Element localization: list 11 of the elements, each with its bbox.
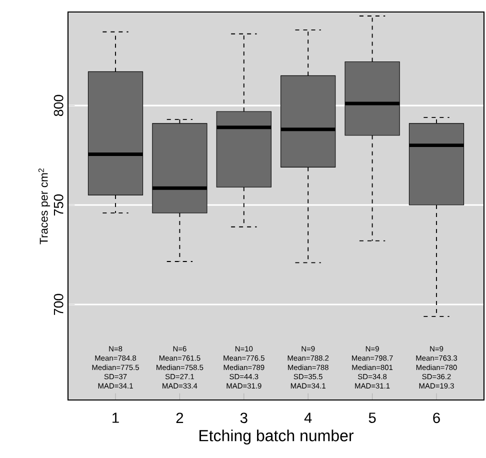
y-axis-title: Traces per cm$^{2}$ xyxy=(38,168,50,244)
x-tick-label: 4 xyxy=(304,412,312,423)
y-tick-label: 750 xyxy=(54,194,64,216)
y-tick-label: 800 xyxy=(54,94,64,116)
x-axis-title: Etching batch number xyxy=(199,430,354,444)
x-tick-label: 1 xyxy=(112,412,119,423)
y-tick-label: 700 xyxy=(54,294,64,315)
x-tick-label: 2 xyxy=(176,412,184,423)
x-tick-label: 6 xyxy=(433,412,440,424)
x-tick-label: 5 xyxy=(368,412,376,423)
x-tick-label: 3 xyxy=(240,412,248,424)
